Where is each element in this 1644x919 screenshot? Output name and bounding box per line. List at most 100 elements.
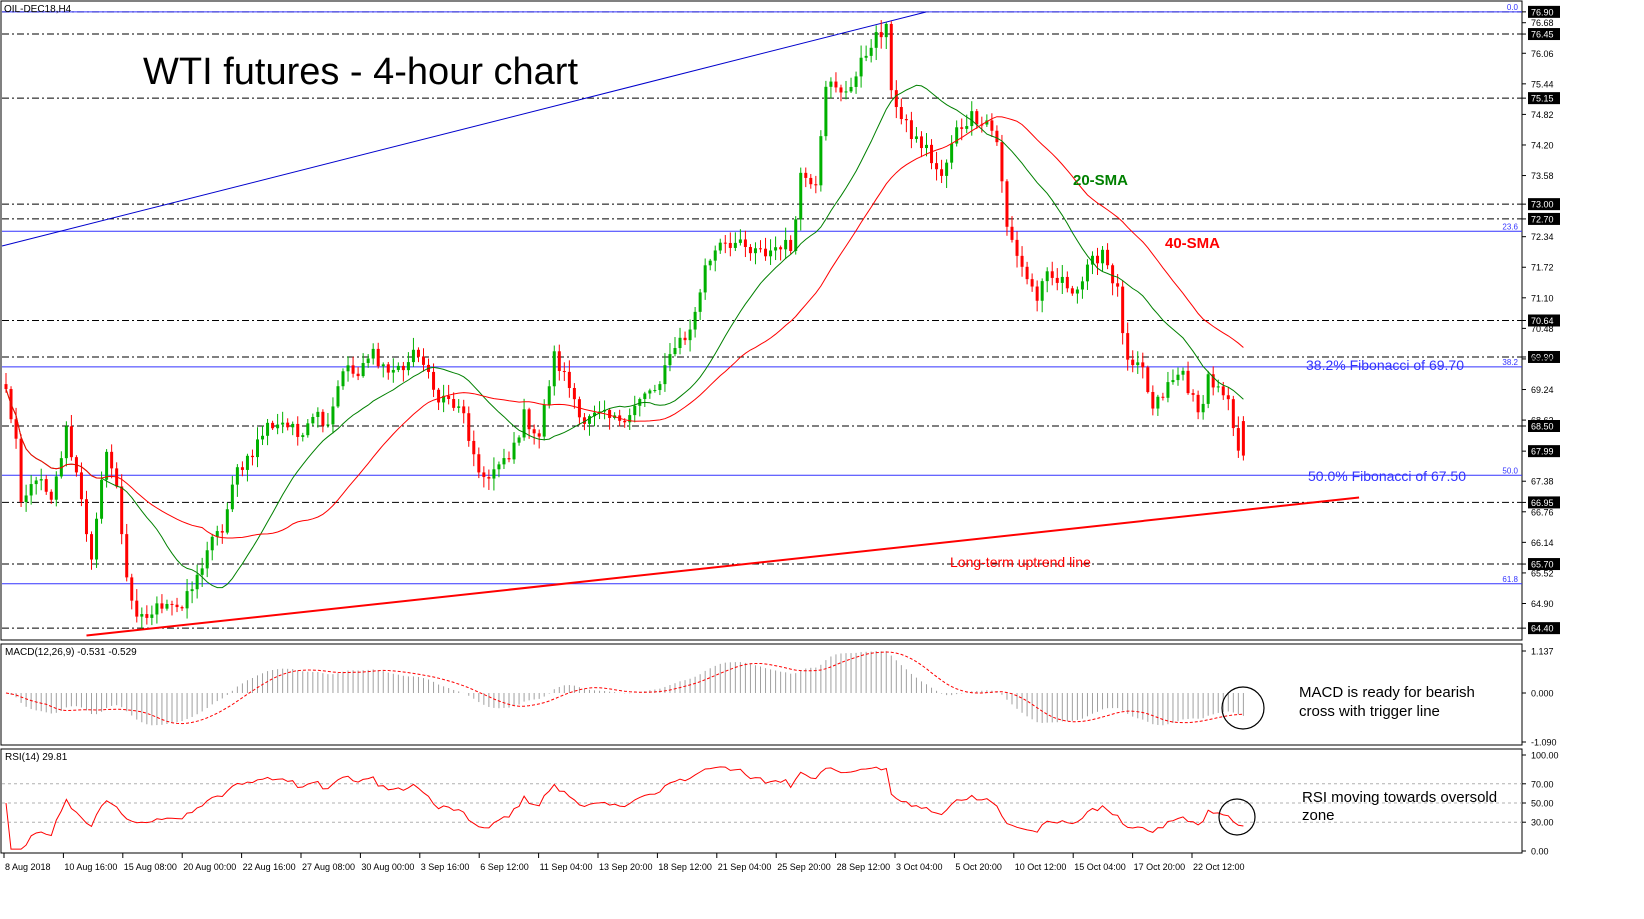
time-tick-label: 30 Aug 00:00: [361, 862, 414, 872]
time-tick-label: 18 Sep 12:00: [658, 862, 712, 872]
symbol-label: OIL-DEC18,H4: [4, 4, 72, 15]
candle-body: [955, 127, 959, 144]
candle-body: [346, 365, 350, 372]
fibonacci-level-tag: 23.6: [1502, 222, 1518, 231]
macd-panel-frame: [0, 643, 1523, 746]
candle-body: [195, 574, 199, 590]
candle-body: [527, 409, 531, 430]
price-label-box: [1528, 5, 1560, 18]
candle-body: [457, 406, 461, 408]
chart-title: WTI futures - 4-hour chart: [143, 51, 578, 93]
candle-body: [638, 399, 642, 406]
candle-body: [658, 384, 662, 391]
candle-body: [1166, 382, 1170, 398]
macd-note-2: cross with trigger line: [1299, 703, 1440, 720]
candle-body: [950, 143, 954, 163]
main-trend-lines: [1, 11, 1360, 637]
price-tick-label: 71.72: [1531, 263, 1554, 273]
candle-body: [894, 90, 898, 108]
candle-body: [160, 603, 164, 609]
candle-body: [804, 172, 808, 178]
rsi-tick-label: 50.00: [1531, 799, 1554, 809]
macd-plot: 1.137 0.000 -1.090: [5, 647, 1557, 748]
candle-body: [1141, 362, 1145, 368]
sma40-label: 40-SMA: [1165, 235, 1220, 252]
candle-body: [19, 438, 23, 502]
candle-body: [1146, 367, 1150, 393]
candle-body: [552, 351, 556, 387]
candle-body: [598, 411, 602, 413]
price-tick-label: 69.86: [1531, 354, 1554, 364]
candle-body: [990, 120, 994, 131]
fibonacci-level-tag: 61.8: [1502, 575, 1518, 584]
macd-tick-label: -1.090: [1531, 738, 1557, 748]
candle-body: [1080, 281, 1084, 290]
candle-body: [1000, 142, 1004, 182]
candle-body: [703, 265, 707, 293]
candle-body: [567, 371, 571, 388]
price-tick-label: 74.20: [1531, 140, 1554, 150]
candle-body: [230, 484, 234, 510]
price-label-box: [1528, 622, 1560, 635]
candle-body: [819, 136, 823, 186]
long-term-uptrend-line: [86, 496, 1360, 637]
candle-body: [728, 242, 732, 248]
candle-body: [1121, 286, 1125, 334]
candle-body: [366, 358, 370, 363]
price-label-box: [1528, 28, 1560, 41]
candle-body: [1196, 394, 1200, 413]
candle-body: [336, 386, 340, 407]
candle-body: [1040, 281, 1044, 301]
time-tick-label: 11 Sep 04:00: [540, 862, 593, 872]
time-tick-label: 22 Oct 12:00: [1193, 862, 1245, 872]
rsi-line: [5, 766, 1244, 850]
candle-body: [271, 422, 275, 429]
candle-body: [69, 426, 73, 458]
candle-body: [789, 239, 793, 251]
candle-body: [64, 426, 68, 459]
candle-body: [135, 600, 139, 617]
candle-body: [1171, 380, 1175, 383]
candle-body: [235, 467, 239, 485]
rsi-highlight-circle: [1218, 798, 1256, 836]
candle-body: [1050, 271, 1054, 278]
candle-body: [522, 409, 526, 438]
candle-body: [965, 126, 969, 129]
candle-body: [1151, 392, 1155, 409]
price-tick-label: 75.44: [1531, 79, 1554, 89]
candle-body: [190, 589, 194, 592]
price-label-box: [1528, 445, 1560, 458]
candle-body: [145, 614, 149, 618]
price-label-box: [1528, 212, 1560, 225]
candle-body: [24, 495, 28, 502]
candle-body: [240, 467, 244, 470]
candle-body: [779, 247, 783, 250]
time-tick-label: 3 Oct 04:00: [896, 862, 943, 872]
price-label-box: [1528, 314, 1560, 327]
candle-body: [628, 415, 632, 423]
candle-body: [1241, 421, 1245, 456]
candle-body: [1020, 255, 1024, 267]
candle-body: [225, 509, 229, 533]
candle-body: [452, 398, 456, 408]
candle-body: [759, 248, 762, 250]
price-tick-label: 67.38: [1531, 477, 1554, 487]
candle-body: [467, 413, 471, 441]
candle-body: [698, 292, 702, 312]
candle-body: [261, 435, 265, 440]
candle-body: [105, 451, 109, 480]
candle-body: [150, 614, 154, 618]
candle-body: [753, 248, 757, 254]
candle-body: [769, 250, 773, 257]
price-tick-label: 74.82: [1531, 110, 1554, 120]
candle-body: [919, 136, 923, 149]
price-tick-label: 69.24: [1531, 385, 1554, 395]
macd-highlight-circle: [1221, 686, 1265, 730]
candle-body: [854, 76, 858, 87]
candle-body: [834, 81, 838, 88]
candle-body: [1070, 288, 1074, 294]
price-tick-label: 66.76: [1531, 507, 1554, 517]
candle-body: [693, 311, 697, 330]
candle-body: [1055, 277, 1059, 283]
